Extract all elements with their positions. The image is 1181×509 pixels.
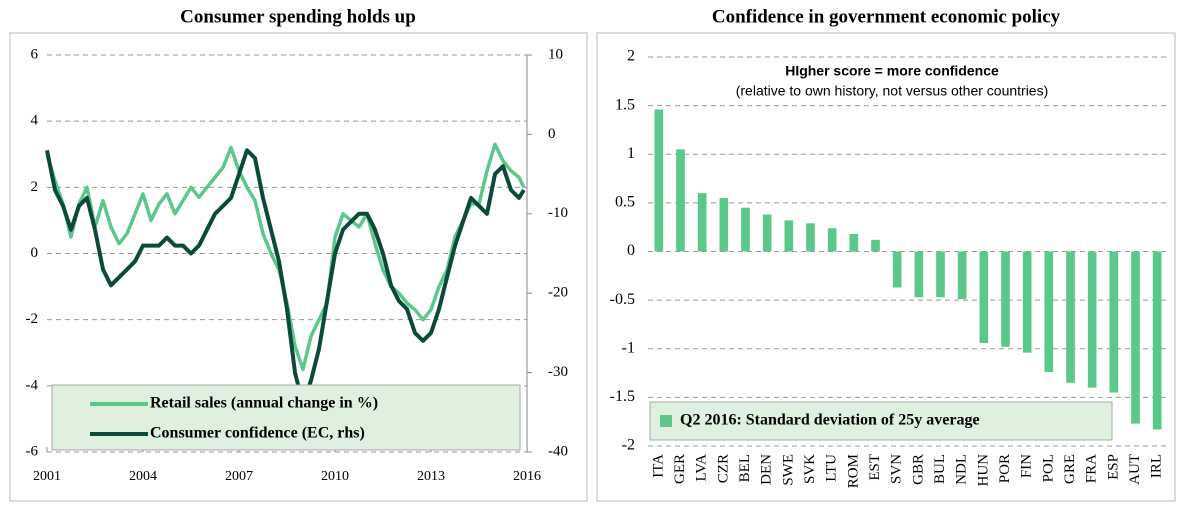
x-tick-label: SWE bbox=[780, 454, 796, 486]
bar bbox=[719, 198, 729, 252]
x-tick-label: 2004 bbox=[129, 469, 157, 484]
y2-tick-label: -40 bbox=[548, 443, 568, 459]
y-tick-label: -0.5 bbox=[610, 291, 635, 308]
y-tick-label: 0 bbox=[627, 242, 635, 259]
y-tick-label: 1 bbox=[627, 145, 635, 162]
annotation: (relative to own history, not versus oth… bbox=[736, 83, 1049, 99]
y-tick-label: 4 bbox=[31, 113, 39, 129]
bar bbox=[697, 193, 707, 252]
x-tick-label: IRL bbox=[1149, 454, 1165, 478]
y-tick-label: -1 bbox=[622, 339, 635, 356]
legend-label: Q2 2016: Standard deviation of 25y avera… bbox=[680, 412, 980, 429]
y-tick-label: -2 bbox=[26, 311, 39, 327]
x-tick-label: 2013 bbox=[417, 469, 445, 484]
bar bbox=[1022, 251, 1032, 353]
x-tick-label: BUL bbox=[932, 454, 948, 484]
x-tick-label: GBR bbox=[910, 454, 926, 485]
bar bbox=[827, 228, 837, 252]
x-tick-label: 2010 bbox=[321, 469, 349, 484]
x-tick-label: BEL bbox=[737, 454, 753, 482]
x-tick-label: CZR bbox=[715, 454, 731, 483]
bar bbox=[979, 251, 989, 343]
legend-label: Retail sales (annual change in %) bbox=[150, 395, 378, 412]
x-tick-label: ESP bbox=[1105, 454, 1121, 480]
x-tick-label: LTU bbox=[824, 454, 840, 482]
panel-frame bbox=[9, 32, 588, 502]
legend-box bbox=[51, 384, 521, 451]
bar bbox=[654, 109, 664, 252]
line-series bbox=[45, 148, 526, 407]
y2-tick-label: -10 bbox=[548, 205, 568, 221]
y-tick-label: 0 bbox=[31, 245, 39, 261]
bar bbox=[1152, 251, 1162, 430]
x-tick-label: SVK bbox=[802, 454, 818, 484]
bar bbox=[957, 251, 967, 300]
y2-tick-label: -20 bbox=[548, 285, 568, 301]
bar bbox=[936, 251, 945, 298]
bar bbox=[871, 239, 880, 252]
y-tick-label: 2 bbox=[627, 48, 635, 65]
y-tick-label: 1.5 bbox=[615, 96, 635, 113]
bar bbox=[849, 233, 859, 252]
bar bbox=[1131, 251, 1140, 424]
x-tick-label: FIN bbox=[1019, 454, 1035, 478]
bar bbox=[741, 207, 750, 252]
bar bbox=[1109, 251, 1119, 393]
bar bbox=[1001, 251, 1010, 347]
x-tick-label: DEN bbox=[759, 454, 775, 485]
x-tick-label: AUT bbox=[1127, 454, 1143, 485]
y-tick-label: -6 bbox=[26, 443, 39, 459]
x-tick-label: ITA bbox=[650, 454, 666, 478]
y-tick-label: 6 bbox=[31, 46, 39, 62]
chart-title: Confidence in government economic policy bbox=[712, 6, 1061, 27]
y-tick-label: -1.5 bbox=[610, 388, 635, 405]
bar bbox=[784, 220, 794, 252]
x-tick-label: GRE bbox=[1062, 454, 1078, 484]
y-tick-label: -2 bbox=[622, 437, 635, 454]
bar bbox=[1066, 251, 1075, 383]
chart-title: Consumer spending holds up bbox=[180, 6, 416, 27]
legend-box bbox=[649, 401, 1113, 441]
x-tick-label: 2007 bbox=[225, 469, 253, 484]
bar bbox=[806, 223, 815, 252]
bar bbox=[676, 149, 685, 252]
y-tick-label: 0.5 bbox=[615, 194, 635, 211]
bar bbox=[892, 251, 902, 288]
x-tick-label: 2016 bbox=[513, 469, 541, 484]
x-tick-label: EST bbox=[867, 454, 883, 481]
y-tick-label: 2 bbox=[31, 179, 39, 195]
bar bbox=[1087, 251, 1097, 388]
x-tick-label: POL bbox=[1040, 454, 1056, 482]
x-tick-label: 2001 bbox=[33, 469, 61, 484]
y2-tick-label: 10 bbox=[548, 46, 563, 62]
x-tick-label: LVA bbox=[694, 454, 710, 482]
x-tick-label: HUN bbox=[975, 454, 991, 487]
x-tick-label: NDL bbox=[954, 454, 970, 485]
y2-tick-label: -30 bbox=[548, 364, 568, 380]
legend-swatch bbox=[660, 415, 672, 427]
x-tick-label: SVN bbox=[889, 454, 905, 484]
bar bbox=[762, 214, 772, 252]
x-tick-label: GER bbox=[672, 454, 688, 484]
legend-label: Consumer confidence (EC, rhs) bbox=[150, 425, 365, 442]
x-tick-label: POR bbox=[997, 454, 1013, 483]
y2-tick-label: 0 bbox=[548, 126, 556, 142]
y-tick-label: -4 bbox=[26, 377, 39, 393]
bar bbox=[914, 251, 924, 298]
annotation: HIgher score = more confidence bbox=[785, 63, 999, 79]
panel-frame bbox=[596, 32, 1176, 502]
bar bbox=[1044, 251, 1054, 373]
x-tick-label: FRA bbox=[1084, 454, 1100, 483]
x-tick-label: ROM bbox=[845, 454, 861, 488]
